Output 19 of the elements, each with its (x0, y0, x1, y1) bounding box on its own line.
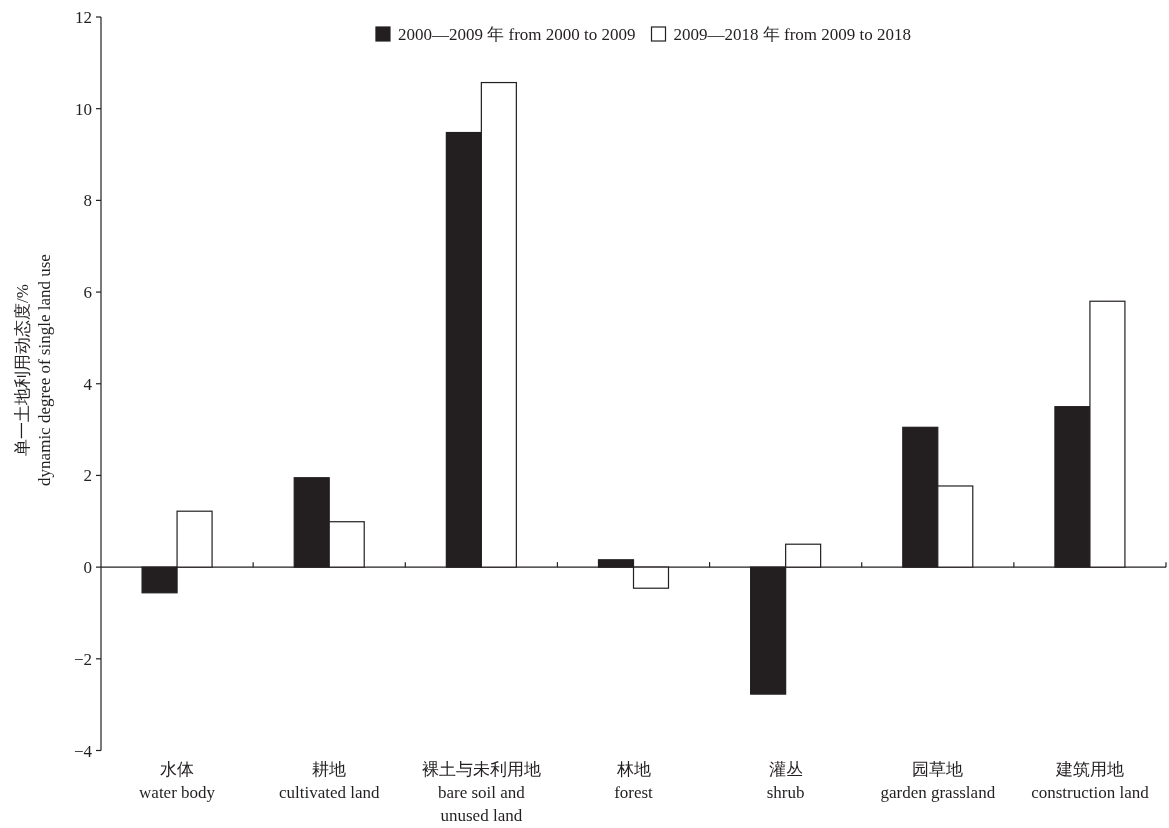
x-tick-label: 水体 water body (139, 760, 216, 802)
y-tick-label: 2 (83, 466, 92, 486)
y-tick-label: 8 (83, 191, 92, 211)
x-tick-label: 灌丛 shrub (766, 760, 805, 802)
legend-label: 2009—2018 年 from 2009 to 2018 (673, 25, 912, 44)
y-axis-title: 单一土地利用动态度/% dynamic degree of single land use (13, 254, 54, 486)
x-tick-label: 耕地 cultivated land (278, 760, 380, 802)
legend-label: 2000—2009 年 from 2000 to 2009 (397, 25, 636, 44)
y-tick-label: 4 (83, 374, 93, 394)
y-tick-label: −2 (73, 649, 92, 669)
y-tick-label: 10 (75, 99, 92, 119)
x-tick-label: 裸土与未利用地 bare soil and unused land (421, 760, 541, 825)
y-tick-label: 12 (75, 8, 92, 27)
y-tick-label: 0 (83, 558, 92, 578)
x-tick-label: 林地 forest (614, 760, 654, 802)
y-tick-label: −4 (73, 741, 93, 761)
x-tick-label: 园草地 garden grassland (880, 760, 996, 802)
y-tick-label: 6 (83, 283, 92, 303)
x-tick-label: 建筑用地 construction land (1031, 760, 1150, 802)
